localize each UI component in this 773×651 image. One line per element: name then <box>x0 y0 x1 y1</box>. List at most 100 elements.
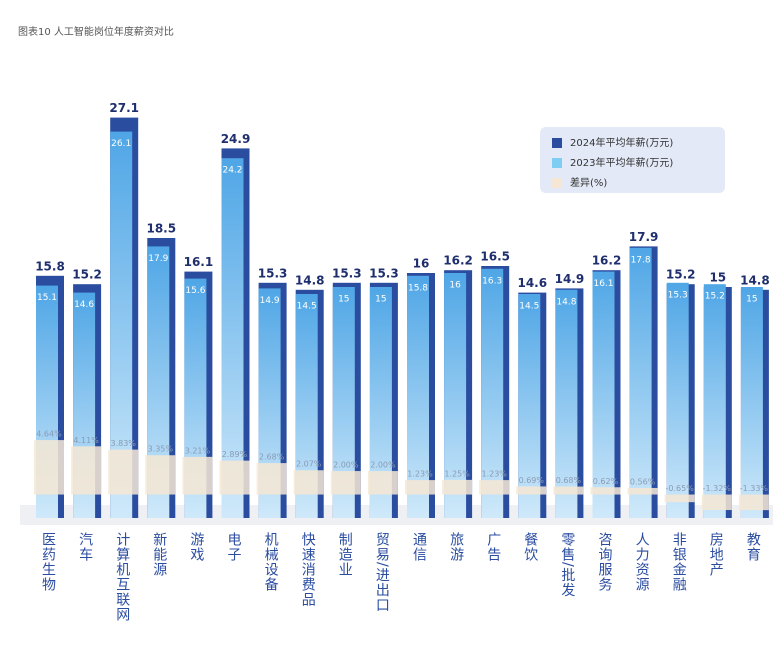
value-label-2024: 14.8 <box>295 273 325 287</box>
x-tick-label: 零售/批发 <box>559 532 576 598</box>
x-tick-label: 餐饮 <box>522 532 539 562</box>
value-label-2024: 16.2 <box>592 254 622 268</box>
value-label-2024: 16.5 <box>480 250 510 264</box>
legend-label: 差异(%) <box>570 176 607 189</box>
bar-diff <box>71 446 102 495</box>
x-tick-label: 人力资源 <box>633 532 650 592</box>
x-tick-label: 广告 <box>485 532 502 562</box>
value-label-2024: 15.2 <box>666 268 696 282</box>
bar-diff <box>182 456 213 495</box>
value-label-2024: 24.9 <box>221 132 251 146</box>
value-label-2023: 14.8 <box>556 297 576 307</box>
x-tick-label: 非银金融 <box>670 532 687 592</box>
value-label-2023: 15 <box>375 295 386 305</box>
bar-2023 <box>666 282 689 518</box>
x-tick-label: 贸易/进出口 <box>373 532 390 613</box>
value-label-2024: 14.6 <box>517 276 547 290</box>
value-label-2024: 27.1 <box>109 101 139 115</box>
value-label-diff: 2.07% <box>296 460 322 469</box>
value-label-diff: -1.32% <box>703 484 732 493</box>
bar-diff <box>108 449 139 495</box>
value-label-2023: 15.6 <box>185 286 205 296</box>
bar-diff <box>405 480 435 495</box>
bar-diff <box>664 494 695 503</box>
value-label-diff: 2.00% <box>370 461 396 470</box>
bar-diff <box>590 487 621 495</box>
value-label-2024: 14.8 <box>740 273 770 287</box>
value-label-2024: 15.8 <box>35 259 65 273</box>
bar-diff <box>219 460 250 495</box>
value-label-2023: 15 <box>746 295 757 305</box>
value-label-2024: 15.3 <box>332 266 362 280</box>
value-label-diff: 4.64% <box>36 430 62 439</box>
value-label-2024: 16.2 <box>443 254 473 268</box>
value-label-diff: 2.89% <box>222 450 248 459</box>
bar-diff <box>256 463 287 495</box>
bar-2023 <box>481 268 504 518</box>
value-label-2023: 16.3 <box>482 276 502 286</box>
value-label-2024: 14.9 <box>555 272 585 286</box>
chart-title: 图表10 人工智能岗位年度薪资对比 <box>18 25 174 38</box>
bar-diff <box>367 471 398 495</box>
bar-2023 <box>444 273 467 518</box>
bar-diff <box>145 455 176 495</box>
value-label-diff: 0.56% <box>630 477 656 486</box>
bar-2023 <box>147 246 170 518</box>
x-tick-label: 汽车 <box>77 532 94 562</box>
x-tick-label: 通信 <box>411 532 427 562</box>
legend-swatch <box>552 178 562 188</box>
x-tick-label: 医药生物 <box>40 532 56 592</box>
value-label-diff: 0.69% <box>519 476 545 485</box>
value-label-2023: 15 <box>338 295 349 305</box>
x-tick-label: 计算机互联网 <box>114 532 131 622</box>
value-label-2024: 15 <box>709 271 726 285</box>
legend <box>540 127 725 193</box>
value-label-diff: -0.65% <box>666 484 695 493</box>
bar-2023 <box>592 271 615 518</box>
bar-diff <box>701 494 732 511</box>
value-label-2023: 17.9 <box>148 254 168 264</box>
legend-label: 2024年平均年薪(万元) <box>570 136 673 149</box>
value-label-2024: 17.9 <box>629 230 659 244</box>
value-label-2023: 14.9 <box>260 296 280 306</box>
value-label-diff: 1.23% <box>481 470 507 479</box>
value-label-2024: 16 <box>413 257 430 271</box>
x-tick-label: 咨询服务 <box>596 532 613 592</box>
legend-label: 2023年平均年薪(万元) <box>570 156 673 169</box>
value-label-2023: 17.8 <box>631 255 651 265</box>
value-label-diff: 1.23% <box>407 470 433 479</box>
value-label-diff: -1.33% <box>740 484 769 493</box>
bar-2023 <box>740 287 763 518</box>
value-label-diff: 2.68% <box>259 453 285 462</box>
bar-2023 <box>518 294 541 518</box>
bar-diff <box>479 480 510 495</box>
bar-diff <box>738 494 769 511</box>
value-label-diff: 0.68% <box>556 476 582 485</box>
bar-diff <box>293 470 324 495</box>
bar-2023 <box>221 158 244 518</box>
value-label-2023: 14.5 <box>519 302 539 312</box>
bar-2023 <box>629 247 652 519</box>
bar-2023 <box>407 275 429 518</box>
value-label-2023: 14.5 <box>297 302 317 312</box>
value-label-2023: 15.3 <box>668 290 688 300</box>
value-label-2023: 26.1 <box>111 139 131 149</box>
bar-2023 <box>295 294 318 518</box>
x-tick-label: 快速消费品 <box>299 532 316 607</box>
bar-diff <box>330 471 361 495</box>
bar-2023 <box>369 287 392 518</box>
x-tick-label: 教育 <box>744 532 761 562</box>
legend-swatch <box>552 158 562 168</box>
value-label-2024: 15.2 <box>72 268 102 282</box>
value-label-2023: 15.1 <box>37 293 57 303</box>
value-label-2024: 18.5 <box>146 222 176 236</box>
value-label-diff: 3.21% <box>185 446 211 455</box>
value-label-diff: 3.83% <box>110 439 136 448</box>
bar-diff <box>553 486 584 495</box>
value-label-2024: 15.3 <box>258 266 288 280</box>
value-label-2023: 15.8 <box>408 283 428 293</box>
legend-swatch <box>552 138 562 148</box>
x-tick-label: 电子 <box>225 532 242 562</box>
